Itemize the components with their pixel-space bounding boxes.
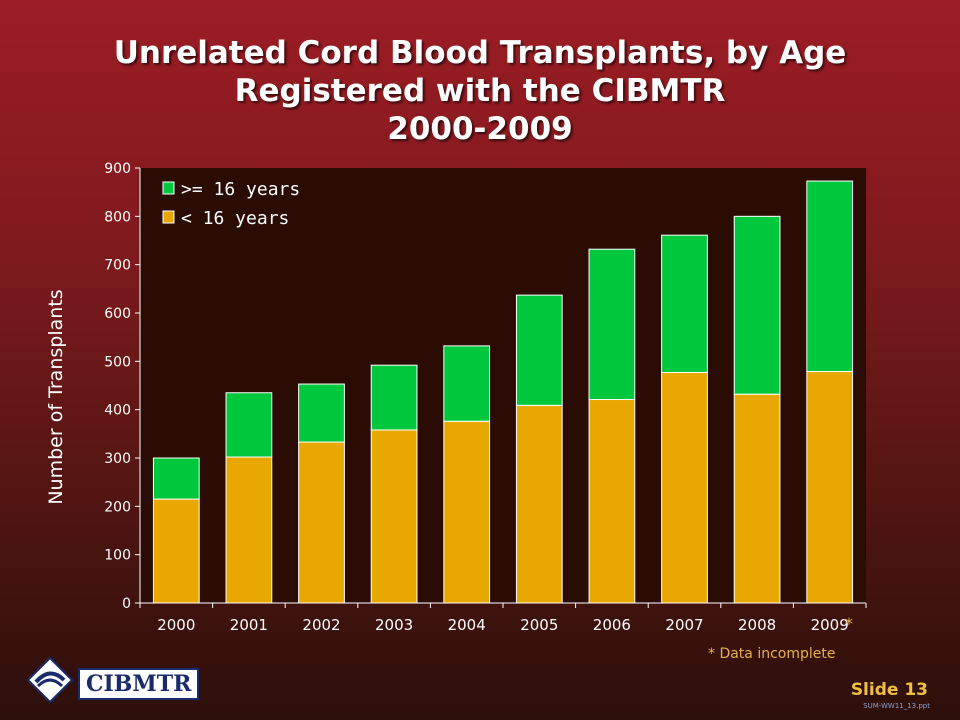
x-tick-label: 2003 [375, 616, 413, 634]
file-reference: SUM-WW11_13.ppt [863, 702, 930, 710]
y-tick-label: 700 [104, 258, 131, 274]
bar-segment [806, 370, 854, 604]
cibmtr-logo: CIBMTR [26, 656, 226, 706]
y-tick-label: 100 [104, 548, 131, 564]
y-tick-label: 500 [104, 354, 131, 370]
x-tick-label: 2002 [302, 616, 340, 634]
bar-segment [515, 294, 563, 406]
y-tick-label: 200 [104, 499, 131, 515]
slide-number: Slide 13 [850, 680, 928, 700]
x-tick-label: 2008 [738, 616, 776, 634]
bar-segment [733, 393, 781, 604]
incomplete-marker: * [845, 614, 853, 633]
x-tick-label: 2007 [665, 616, 703, 634]
cibmtr-emblem-icon [26, 656, 74, 704]
bar-segment [370, 429, 418, 604]
x-tick-label: 2005 [520, 616, 558, 634]
bar-segment [225, 392, 273, 458]
bar-segment [515, 404, 563, 604]
bar-segment [298, 441, 345, 604]
bar-segment [225, 456, 273, 604]
bar-segment [443, 420, 491, 604]
bar-segment [370, 364, 418, 431]
x-tick-label: 2000 [157, 616, 195, 634]
y-tick-label: 600 [104, 306, 131, 322]
bar-segment [661, 234, 708, 373]
bar-segment [588, 399, 636, 604]
bar-segment [661, 371, 708, 604]
bar-segment [806, 180, 854, 372]
title-line-1: Unrelated Cord Blood Transplants, by Age [113, 35, 847, 71]
data-incomplete-note: * Data incomplete [708, 646, 836, 662]
slide-title: Unrelated Cord Blood Transplants, by Age… [0, 34, 960, 148]
x-tick-label: 2004 [448, 616, 486, 634]
y-tick-label: 0 [122, 596, 131, 612]
logo-text: CIBMTR [78, 668, 200, 700]
x-tick-label: 2009 [811, 616, 849, 634]
y-tick-label: 900 [104, 161, 131, 177]
y-tick-label: 400 [104, 403, 131, 419]
legend-label: < 16 years [181, 208, 289, 229]
bar-segment [152, 457, 200, 500]
bar-segment [152, 498, 200, 604]
legend-label: >= 16 years [181, 179, 300, 200]
legend-swatch [162, 181, 175, 195]
bar-segment [588, 248, 636, 401]
legend-swatch [162, 210, 175, 224]
y-tick-label: 300 [104, 451, 131, 467]
title-line-2: Registered with the CIBMTR [234, 73, 726, 109]
y-tick-label: 800 [104, 209, 131, 225]
bar-segment [443, 345, 491, 422]
x-tick-label: 2006 [593, 616, 631, 634]
title-line-3: 2000-2009 [387, 111, 573, 147]
bar-segment [298, 383, 345, 443]
x-tick-label: 2001 [230, 616, 268, 634]
bar-segment [733, 215, 781, 395]
